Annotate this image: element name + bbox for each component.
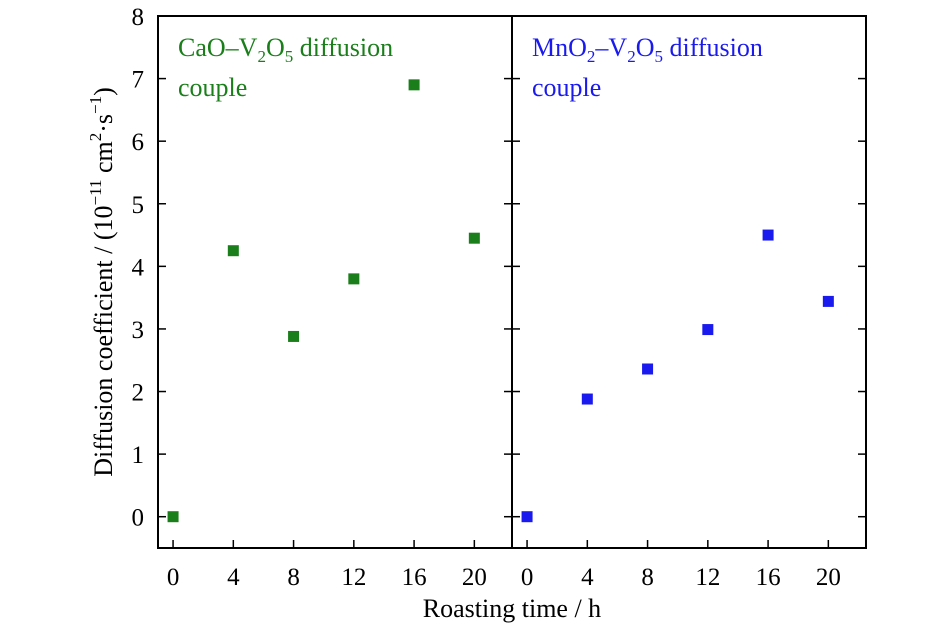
y-axis-title: Diffusion coefficient / (10−11 cm2·s−1) [86, 87, 118, 477]
y-tick-label: 2 [132, 380, 145, 407]
y-tick-label: 0 [132, 505, 145, 532]
data-point [521, 511, 533, 523]
y-tick-label: 4 [132, 254, 145, 281]
data-point [702, 324, 714, 336]
data-point [762, 229, 774, 241]
y-tick-label: 7 [132, 67, 145, 94]
x-tick-label: 20 [816, 564, 841, 591]
x-tick-label: 8 [641, 564, 654, 591]
data-point [348, 273, 360, 285]
panel-frame [511, 15, 867, 549]
x-axis-title: Roasting time / h [423, 594, 601, 623]
x-tick-label: 4 [581, 564, 594, 591]
data-point [167, 511, 179, 523]
x-tick-label: 16 [402, 564, 427, 591]
panel-label-line1: MnO2–V2O5 diffusion [532, 33, 763, 66]
x-tick-label: 12 [341, 564, 366, 591]
data-point [822, 295, 834, 307]
y-tick-label: 1 [132, 442, 145, 469]
x-tick-label: 12 [695, 564, 720, 591]
y-tick-label: 5 [132, 192, 145, 219]
y-tick-label: 3 [132, 317, 145, 344]
x-tick-label: 0 [167, 564, 180, 591]
data-point [288, 330, 300, 342]
y-tick-label: 8 [132, 4, 145, 31]
panel-label-line2: couple [178, 73, 247, 102]
y-tick-label: 6 [132, 129, 145, 156]
panel-label-line2: couple [532, 73, 601, 102]
data-point [642, 363, 654, 375]
x-tick-label: 20 [462, 564, 487, 591]
data-point [227, 245, 239, 257]
x-tick-label: 4 [227, 564, 240, 591]
data-point [468, 232, 480, 244]
panel-label-line1: CaO–V2O5 diffusion [178, 33, 393, 66]
x-tick-label: 0 [521, 564, 534, 591]
x-tick-label: 16 [756, 564, 781, 591]
x-tick-label: 8 [287, 564, 300, 591]
data-point [408, 79, 420, 91]
data-point [581, 393, 593, 405]
